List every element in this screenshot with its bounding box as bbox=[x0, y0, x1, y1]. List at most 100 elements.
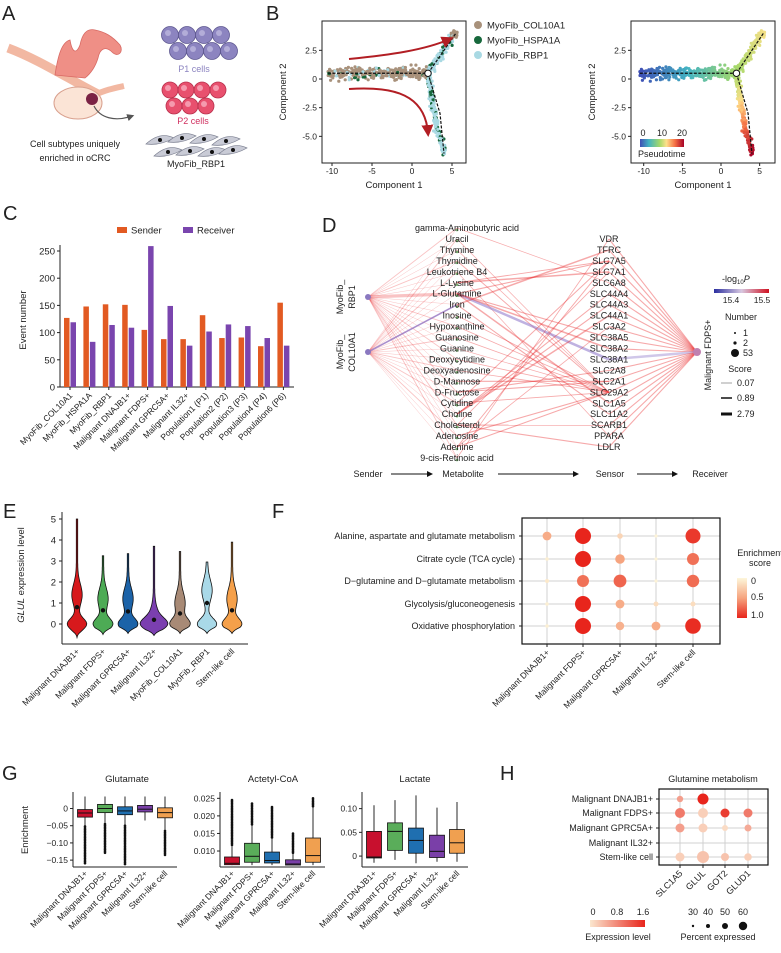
c-bar-sender bbox=[219, 338, 225, 387]
b-pseudotime-point bbox=[706, 76, 711, 80]
d-sensor-label: SLC44A3 bbox=[590, 300, 629, 310]
b-cluster-xtick-label: 5 bbox=[450, 166, 455, 176]
c-bar-sender bbox=[180, 339, 186, 387]
h-dot bbox=[720, 808, 730, 818]
pseudotime-colorbar bbox=[640, 139, 684, 147]
b-pseudotime-point bbox=[709, 73, 713, 77]
b-pseudotime-point bbox=[646, 74, 650, 78]
b-cluster-point bbox=[439, 49, 443, 53]
c-legend-swatch bbox=[183, 227, 193, 233]
d-p-colorbar bbox=[714, 289, 769, 293]
c-bar-sender bbox=[122, 304, 128, 387]
d-sensor-receiver-edge bbox=[608, 350, 698, 361]
h-row-label: Malignant DNAJB1+ bbox=[572, 794, 653, 804]
f-dot bbox=[615, 554, 625, 564]
b-pseudotime-ytick-label: 2.5 bbox=[614, 45, 626, 55]
d-metabolite-sensor-edge bbox=[456, 391, 610, 437]
d-metabolite-sensor-edge bbox=[456, 293, 610, 350]
h-dot bbox=[743, 808, 753, 818]
e-ylabel-part: GLUL bbox=[16, 598, 27, 623]
b-pseudotime-point bbox=[713, 65, 717, 70]
d-sensor-receiver-edge bbox=[608, 351, 698, 393]
d-metabolite-sensor-edge bbox=[456, 326, 610, 393]
b-cluster-point bbox=[358, 66, 362, 71]
d-metabolite-node bbox=[455, 338, 459, 341]
p-title-part: P bbox=[744, 274, 750, 284]
c-bar-receiver bbox=[167, 305, 173, 387]
b-pseudotime-point bbox=[647, 69, 652, 73]
b-pseudotime-point bbox=[640, 74, 645, 78]
d-metabolite-node bbox=[455, 294, 459, 298]
f-colorbar bbox=[737, 578, 747, 618]
b-pseudotime-point bbox=[733, 65, 737, 69]
b-cluster-point bbox=[379, 76, 383, 80]
tissue-fan-shape bbox=[54, 29, 122, 79]
d-metabolite-node bbox=[455, 447, 459, 451]
h-column-label: SLC1A5 bbox=[654, 868, 685, 899]
b-pseudotime-point bbox=[737, 93, 741, 97]
f-legend-title: score bbox=[749, 558, 771, 568]
d-sender-edge bbox=[367, 296, 458, 426]
d-metabolite-node bbox=[455, 250, 459, 254]
d-metabolite-sensor-edge bbox=[456, 380, 610, 393]
d-sensor-receiver-edge bbox=[608, 293, 698, 353]
e-ylabel: GLUL expression level bbox=[16, 527, 27, 623]
d-sender-edge bbox=[367, 296, 458, 305]
pseudotime-tick-label: 20 bbox=[677, 128, 687, 138]
h-row-label: Malignant GPRC5A+ bbox=[569, 823, 653, 833]
g-ytick-label: 0.020 bbox=[194, 811, 216, 821]
b-cluster-point bbox=[404, 68, 408, 72]
pseudotime-title: Pseudotime bbox=[638, 149, 686, 159]
f-dot bbox=[654, 557, 658, 561]
h-dot bbox=[675, 823, 685, 833]
b-cluster-ylabel: Component 2 bbox=[278, 63, 289, 120]
d-sender-edge bbox=[367, 260, 458, 298]
chart-layer: -10 -5 0 5 2.5 0 -2.5 -5.0 Component 1 Component … bbox=[16, 20, 781, 942]
d-metabolite-sensor-edge bbox=[456, 271, 610, 426]
d-sender-edge bbox=[367, 351, 458, 426]
b-pseudotime-point bbox=[742, 130, 746, 135]
c-ytick-label: 200 bbox=[39, 274, 55, 285]
g-box bbox=[449, 829, 465, 854]
d-metabolite-sensor-edge bbox=[456, 391, 610, 404]
b-pseudotime-point bbox=[654, 78, 659, 82]
c-bar-sender bbox=[64, 317, 70, 387]
d-sender-label: MyoFib_ bbox=[335, 279, 345, 315]
d-sender-edge bbox=[367, 296, 458, 448]
g-box bbox=[285, 859, 301, 866]
d-metabolite-sensor-edge bbox=[456, 293, 610, 415]
d-number-dot bbox=[731, 349, 739, 357]
c-bar-sender bbox=[277, 302, 283, 387]
d-metabolite-label: Choline bbox=[442, 409, 473, 419]
d-sensor-receiver-edge bbox=[608, 337, 698, 353]
d-metabolite-sensor-edge bbox=[456, 292, 610, 361]
d-metabolite-label: Guanine bbox=[440, 343, 474, 353]
e-ytick-label: 3 bbox=[51, 557, 56, 568]
d-sensor-label: LDLR bbox=[597, 442, 621, 452]
h-column-label: GLUD1 bbox=[724, 868, 752, 896]
c-bar-receiver bbox=[186, 345, 193, 387]
b-cluster-point bbox=[353, 76, 357, 80]
b-pseudotime-point bbox=[687, 73, 691, 77]
b-pseudotime-point bbox=[723, 63, 727, 67]
b-pseudotime-point bbox=[681, 74, 685, 78]
d-metabolite-node bbox=[455, 239, 459, 243]
b-cluster-point bbox=[397, 76, 401, 80]
p1-cell-highlight bbox=[190, 46, 196, 52]
c-bar-receiver bbox=[109, 324, 115, 387]
d-metabolite-sensor-edge bbox=[456, 337, 610, 393]
h-row-label: Malignant IL32+ bbox=[589, 838, 653, 848]
b-cluster-point bbox=[394, 73, 398, 77]
panel-letter-e: E bbox=[3, 501, 16, 523]
f-dot bbox=[685, 618, 701, 634]
b-pseudotime-point bbox=[744, 127, 748, 131]
h-frame bbox=[658, 788, 769, 866]
e-violin bbox=[196, 561, 218, 635]
d-metabolite-sensor-edge bbox=[456, 260, 610, 448]
d-sender-edge bbox=[367, 249, 458, 298]
b-pseudotime-point bbox=[745, 131, 749, 135]
d-receiver-node bbox=[693, 348, 701, 356]
b-pseudotime-point bbox=[740, 101, 744, 105]
f-dot bbox=[690, 601, 696, 607]
b-cluster-point bbox=[328, 67, 332, 71]
